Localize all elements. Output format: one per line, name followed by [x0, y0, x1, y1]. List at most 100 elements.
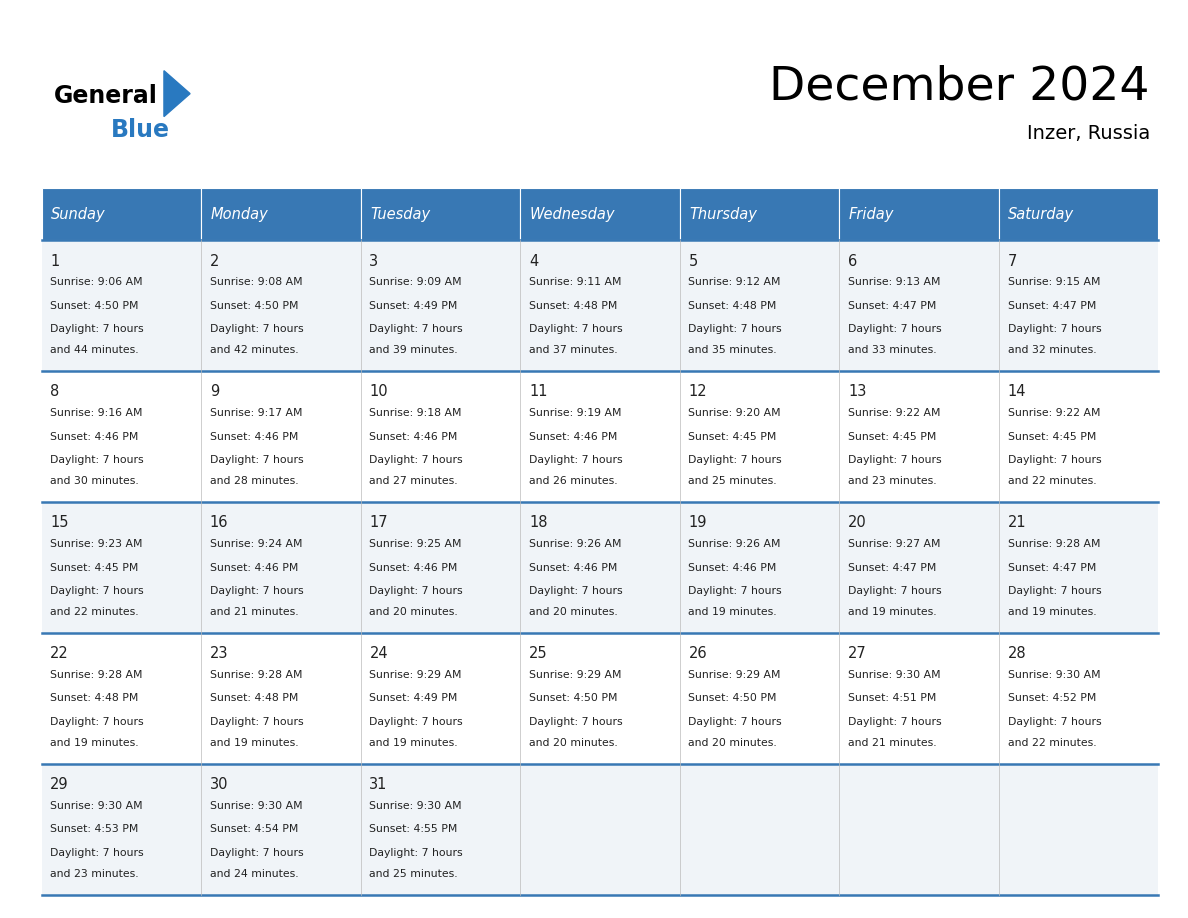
Text: Sunset: 4:50 PM: Sunset: 4:50 PM	[210, 301, 298, 310]
Text: Daylight: 7 hours: Daylight: 7 hours	[50, 324, 144, 334]
Text: Daylight: 7 hours: Daylight: 7 hours	[369, 324, 463, 334]
Text: Sunrise: 9:20 AM: Sunrise: 9:20 AM	[689, 409, 781, 418]
Text: and 26 minutes.: and 26 minutes.	[529, 476, 618, 487]
Text: Monday: Monday	[210, 207, 268, 222]
Text: 17: 17	[369, 515, 388, 531]
Text: Sunrise: 9:28 AM: Sunrise: 9:28 AM	[1007, 539, 1100, 549]
Text: General: General	[53, 84, 157, 108]
Text: Wednesday: Wednesday	[530, 207, 615, 222]
Text: Sunrise: 9:28 AM: Sunrise: 9:28 AM	[50, 670, 143, 680]
Text: Daylight: 7 hours: Daylight: 7 hours	[210, 717, 303, 727]
Text: Daylight: 7 hours: Daylight: 7 hours	[1007, 324, 1101, 334]
Bar	[42, 241, 1158, 372]
Text: 27: 27	[848, 646, 867, 661]
Text: Sunrise: 9:13 AM: Sunrise: 9:13 AM	[848, 277, 941, 287]
Text: and 39 minutes.: and 39 minutes.	[369, 345, 459, 355]
Text: Sunrise: 9:17 AM: Sunrise: 9:17 AM	[210, 409, 303, 418]
Bar	[520, 188, 680, 241]
Text: Sunset: 4:47 PM: Sunset: 4:47 PM	[848, 563, 936, 573]
Text: and 19 minutes.: and 19 minutes.	[1007, 607, 1097, 617]
Text: Daylight: 7 hours: Daylight: 7 hours	[210, 324, 303, 334]
Text: Daylight: 7 hours: Daylight: 7 hours	[369, 717, 463, 727]
Text: 2: 2	[210, 253, 220, 269]
Text: Daylight: 7 hours: Daylight: 7 hours	[848, 455, 942, 465]
Text: Daylight: 7 hours: Daylight: 7 hours	[848, 717, 942, 727]
Text: Sunset: 4:47 PM: Sunset: 4:47 PM	[1007, 563, 1095, 573]
Bar	[42, 502, 1158, 633]
Text: Sunset: 4:50 PM: Sunset: 4:50 PM	[689, 693, 777, 703]
Text: Sunrise: 9:22 AM: Sunrise: 9:22 AM	[1007, 409, 1100, 418]
Text: Sunset: 4:45 PM: Sunset: 4:45 PM	[1007, 431, 1095, 442]
Text: Sunset: 4:48 PM: Sunset: 4:48 PM	[529, 301, 618, 310]
Text: Sunrise: 9:12 AM: Sunrise: 9:12 AM	[689, 277, 781, 287]
Text: Daylight: 7 hours: Daylight: 7 hours	[529, 717, 623, 727]
Text: Daylight: 7 hours: Daylight: 7 hours	[1007, 455, 1101, 465]
Text: Sunset: 4:46 PM: Sunset: 4:46 PM	[689, 563, 777, 573]
Text: 1: 1	[50, 253, 59, 269]
Text: Daylight: 7 hours: Daylight: 7 hours	[50, 455, 144, 465]
Text: Daylight: 7 hours: Daylight: 7 hours	[1007, 586, 1101, 596]
Text: and 19 minutes.: and 19 minutes.	[689, 607, 777, 617]
Text: Saturday: Saturday	[1009, 207, 1074, 222]
Text: Sunset: 4:46 PM: Sunset: 4:46 PM	[369, 431, 457, 442]
Text: Sunrise: 9:09 AM: Sunrise: 9:09 AM	[369, 277, 462, 287]
Text: 3: 3	[369, 253, 379, 269]
Text: and 19 minutes.: and 19 minutes.	[210, 738, 298, 748]
Text: 4: 4	[529, 253, 538, 269]
Text: 13: 13	[848, 385, 866, 399]
Text: and 25 minutes.: and 25 minutes.	[689, 476, 777, 487]
Text: 24: 24	[369, 646, 388, 661]
Text: 20: 20	[848, 515, 867, 531]
Text: and 20 minutes.: and 20 minutes.	[529, 738, 618, 748]
Text: Sunrise: 9:22 AM: Sunrise: 9:22 AM	[848, 409, 941, 418]
Text: Sunrise: 9:26 AM: Sunrise: 9:26 AM	[689, 539, 781, 549]
Text: and 35 minutes.: and 35 minutes.	[689, 345, 777, 355]
Text: Sunset: 4:53 PM: Sunset: 4:53 PM	[50, 824, 139, 834]
Text: 6: 6	[848, 253, 858, 269]
Text: Sunrise: 9:24 AM: Sunrise: 9:24 AM	[210, 539, 303, 549]
Text: Daylight: 7 hours: Daylight: 7 hours	[50, 717, 144, 727]
Text: Inzer, Russia: Inzer, Russia	[1026, 124, 1150, 142]
Text: 28: 28	[1007, 646, 1026, 661]
Text: Daylight: 7 hours: Daylight: 7 hours	[1007, 717, 1101, 727]
Text: Sunrise: 9:30 AM: Sunrise: 9:30 AM	[1007, 670, 1100, 680]
Text: Daylight: 7 hours: Daylight: 7 hours	[210, 586, 303, 596]
Bar	[999, 188, 1158, 241]
Text: and 44 minutes.: and 44 minutes.	[50, 345, 139, 355]
Text: 10: 10	[369, 385, 388, 399]
Text: Sunset: 4:49 PM: Sunset: 4:49 PM	[369, 693, 457, 703]
Text: and 42 minutes.: and 42 minutes.	[210, 345, 298, 355]
Text: Daylight: 7 hours: Daylight: 7 hours	[848, 324, 942, 334]
Text: Daylight: 7 hours: Daylight: 7 hours	[529, 455, 623, 465]
Text: Sunset: 4:50 PM: Sunset: 4:50 PM	[529, 693, 618, 703]
Bar	[42, 188, 201, 241]
Text: Sunrise: 9:18 AM: Sunrise: 9:18 AM	[369, 409, 462, 418]
Text: Sunset: 4:46 PM: Sunset: 4:46 PM	[529, 563, 618, 573]
Text: 12: 12	[689, 385, 707, 399]
Bar	[839, 188, 999, 241]
Bar	[361, 188, 520, 241]
Text: 22: 22	[50, 646, 69, 661]
Text: Daylight: 7 hours: Daylight: 7 hours	[529, 586, 623, 596]
Text: Daylight: 7 hours: Daylight: 7 hours	[689, 455, 782, 465]
Text: Daylight: 7 hours: Daylight: 7 hours	[848, 586, 942, 596]
Text: Daylight: 7 hours: Daylight: 7 hours	[50, 586, 144, 596]
Bar	[680, 188, 839, 241]
Text: 19: 19	[689, 515, 707, 531]
Text: Sunset: 4:48 PM: Sunset: 4:48 PM	[50, 693, 139, 703]
Text: Sunrise: 9:15 AM: Sunrise: 9:15 AM	[1007, 277, 1100, 287]
Text: Daylight: 7 hours: Daylight: 7 hours	[210, 455, 303, 465]
Text: Sunset: 4:46 PM: Sunset: 4:46 PM	[529, 431, 618, 442]
Text: Sunrise: 9:23 AM: Sunrise: 9:23 AM	[50, 539, 143, 549]
Text: and 28 minutes.: and 28 minutes.	[210, 476, 298, 487]
Text: and 37 minutes.: and 37 minutes.	[529, 345, 618, 355]
Text: 14: 14	[1007, 385, 1026, 399]
Text: Sunrise: 9:25 AM: Sunrise: 9:25 AM	[369, 539, 462, 549]
Text: December 2024: December 2024	[770, 64, 1150, 110]
Text: Sunset: 4:54 PM: Sunset: 4:54 PM	[210, 824, 298, 834]
Text: Sunset: 4:51 PM: Sunset: 4:51 PM	[848, 693, 936, 703]
Text: Blue: Blue	[110, 118, 170, 142]
Text: Sunday: Sunday	[51, 207, 106, 222]
Text: Sunrise: 9:29 AM: Sunrise: 9:29 AM	[689, 670, 781, 680]
Text: Sunset: 4:47 PM: Sunset: 4:47 PM	[1007, 301, 1095, 310]
